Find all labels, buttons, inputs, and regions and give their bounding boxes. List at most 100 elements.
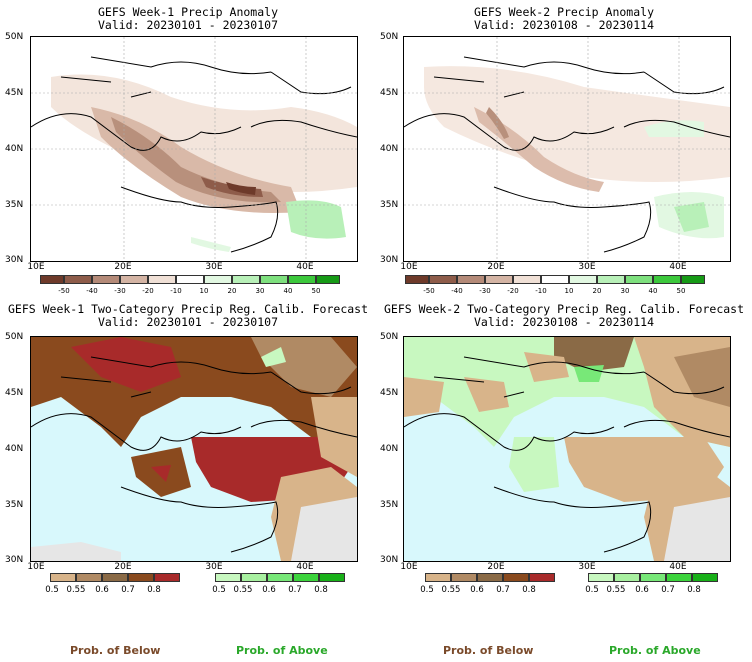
colorbar-cell <box>666 573 692 582</box>
colorbar-tick: -30 <box>114 287 126 295</box>
colorbar-cell <box>541 275 569 284</box>
colorbar-cell <box>588 573 614 582</box>
colorbar-cell <box>640 573 666 582</box>
colorbar-cell <box>288 275 316 284</box>
colorbar-tick: 10 <box>564 287 574 295</box>
colorbar-cell <box>597 275 625 284</box>
colorbar-cell <box>128 573 154 582</box>
colorbar-tick: -40 <box>86 287 98 295</box>
colorbar-tick: -10 <box>535 287 547 295</box>
colorbar-cell <box>692 573 718 582</box>
lon-label: 40E <box>296 562 314 572</box>
lon-label: 40E <box>669 562 687 572</box>
colorbar-cell <box>154 573 180 582</box>
lat-label: 40N <box>380 144 399 154</box>
colorbar-cell <box>176 275 204 284</box>
colorbar-tick: 0.6 <box>470 585 484 595</box>
colorbar-tick: 0.5 <box>585 585 599 595</box>
lon-label: 30E <box>205 562 223 572</box>
panel-valid-date: Valid: 20230108 - 20230114 <box>473 18 654 32</box>
lat-label: 30N <box>380 255 399 265</box>
colorbar-tick: 0.7 <box>496 585 510 595</box>
colorbar-cell <box>76 573 102 582</box>
lon-label: 20E <box>114 262 132 272</box>
colorbar-cell <box>513 275 541 284</box>
panel-title: GEFS Week-1 Two-Category Precip Reg. Cal… <box>7 302 369 316</box>
lat-label: 45N <box>5 388 24 398</box>
colorbar-tick: 0.8 <box>314 585 328 595</box>
colorbar-tick: 0.8 <box>522 585 536 595</box>
colorbar-cell <box>102 573 128 582</box>
lat-label: 50N <box>380 332 399 342</box>
lon-label: 30E <box>578 562 596 572</box>
prob-above-label: Prob. of Above <box>236 644 328 657</box>
week2-probability-map <box>403 336 731 562</box>
colorbar-cell <box>319 573 345 582</box>
lon-label: 10E <box>27 262 45 272</box>
colorbar-tick: 0.7 <box>661 585 675 595</box>
lon-label: 40E <box>296 262 314 272</box>
colorbar-cell <box>204 275 232 284</box>
lon-label: 30E <box>578 262 596 272</box>
colorbar-cell <box>425 573 451 582</box>
lat-label: 35N <box>380 200 399 210</box>
lat-label: 50N <box>5 332 24 342</box>
colorbar-cell <box>50 573 76 582</box>
colorbar-cell <box>429 275 457 284</box>
colorbar-tick: 0.6 <box>262 585 276 595</box>
week2-anomaly-map <box>403 36 731 262</box>
lat-label: 30N <box>5 555 24 565</box>
colorbar-tick: 50 <box>676 287 686 295</box>
colorbar-tick: -20 <box>142 287 154 295</box>
colorbar-cell <box>503 573 529 582</box>
lon-label: 20E <box>114 562 132 572</box>
colorbar-tick: 0.55 <box>233 585 253 595</box>
colorbar-cell <box>614 573 640 582</box>
colorbar-cell <box>64 275 92 284</box>
lat-label: 45N <box>380 388 399 398</box>
lat-label: 40N <box>5 444 24 454</box>
colorbar-tick: 0.6 <box>635 585 649 595</box>
colorbar-cell <box>293 573 319 582</box>
colorbar-cell <box>316 275 340 284</box>
colorbar-tick: 20 <box>592 287 602 295</box>
colorbar-tick: 40 <box>648 287 658 295</box>
lat-label: 30N <box>5 255 24 265</box>
colorbar-tick: 0.55 <box>441 585 461 595</box>
lat-label: 35N <box>5 500 24 510</box>
colorbar-tick: -10 <box>170 287 182 295</box>
lon-label: 20E <box>487 262 505 272</box>
lon-label: 10E <box>400 262 418 272</box>
panel-title: GEFS Week-2 Precip Anomaly <box>473 5 654 19</box>
colorbar-cell <box>40 275 64 284</box>
colorbar-cell <box>120 275 148 284</box>
colorbar-cell <box>681 275 705 284</box>
colorbar-tick: 20 <box>227 287 237 295</box>
week1-anomaly-map <box>30 36 358 262</box>
panel-valid-date: Valid: 20230108 - 20230114 <box>473 315 654 329</box>
prob-above-label: Prob. of Above <box>609 644 701 657</box>
lat-label: 45N <box>380 88 399 98</box>
panel-valid-date: Valid: 20230101 - 20230107 <box>97 315 278 329</box>
panel-title: GEFS Week-2 Two-Category Precip Reg. Cal… <box>383 302 745 316</box>
colorbar-cell <box>148 275 176 284</box>
colorbar-cell <box>457 275 485 284</box>
colorbar-tick: 0.55 <box>66 585 86 595</box>
colorbar-cell <box>485 275 513 284</box>
colorbar-tick: 30 <box>620 287 630 295</box>
colorbar-cell <box>92 275 120 284</box>
colorbar-cell <box>451 573 477 582</box>
lat-label: 50N <box>5 32 24 42</box>
colorbar-tick: -50 <box>423 287 435 295</box>
prob-below-label: Prob. of Below <box>70 644 161 657</box>
colorbar-tick: 0.5 <box>212 585 226 595</box>
colorbar-tick: -30 <box>479 287 491 295</box>
colorbar-tick: 0.7 <box>288 585 302 595</box>
colorbar-cell <box>267 573 293 582</box>
lat-label: 40N <box>5 144 24 154</box>
colorbar-tick: -40 <box>451 287 463 295</box>
prob-below-label: Prob. of Below <box>443 644 534 657</box>
lat-label: 35N <box>5 200 24 210</box>
lon-label: 40E <box>669 262 687 272</box>
lon-label: 10E <box>400 562 418 572</box>
